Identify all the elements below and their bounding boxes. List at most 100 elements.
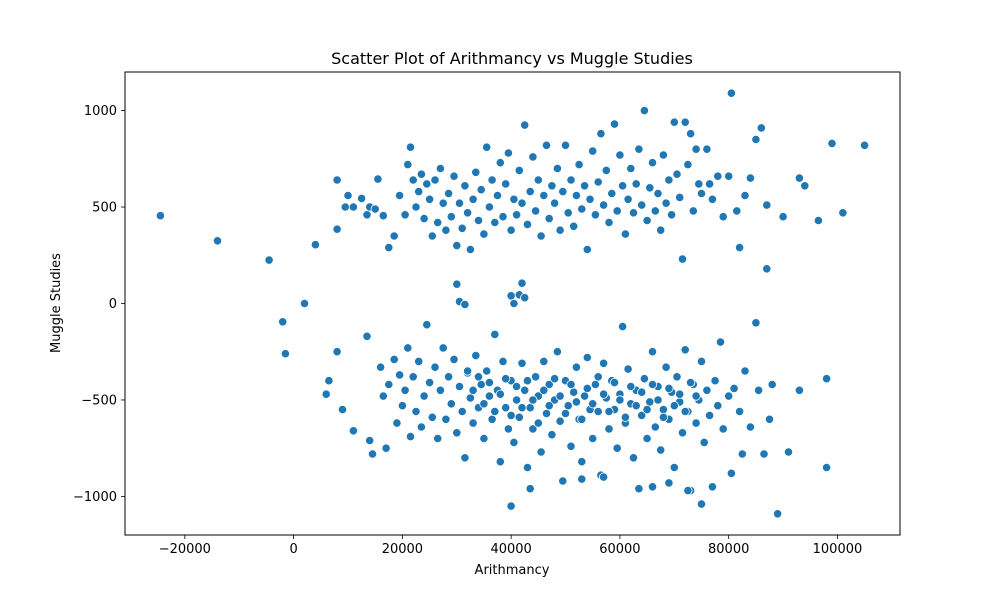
data-point — [754, 386, 762, 394]
data-point — [485, 378, 493, 386]
data-point — [779, 213, 787, 221]
data-point — [333, 348, 341, 356]
data-point — [409, 176, 417, 184]
data-point — [504, 149, 512, 157]
data-point — [469, 195, 477, 203]
data-point — [553, 164, 561, 172]
data-point — [363, 332, 371, 340]
data-point — [526, 404, 534, 412]
y-axis: −1000 −500 0 500 1000 — [73, 104, 125, 505]
data-point — [627, 382, 635, 390]
data-point — [444, 189, 452, 197]
data-point — [439, 344, 447, 352]
data-point — [428, 413, 436, 421]
data-point — [556, 226, 564, 234]
data-point — [665, 384, 673, 392]
data-point — [548, 431, 556, 439]
data-point — [714, 172, 722, 180]
data-point — [583, 353, 591, 361]
data-point — [385, 243, 393, 251]
data-point — [474, 373, 482, 381]
data-point — [425, 378, 433, 386]
data-point — [458, 407, 466, 415]
data-point — [363, 211, 371, 219]
data-point — [368, 450, 376, 458]
data-point — [431, 363, 439, 371]
data-point — [442, 415, 450, 423]
data-point — [725, 392, 733, 400]
data-point — [591, 211, 599, 219]
data-point — [570, 388, 578, 396]
data-point — [548, 182, 556, 190]
data-point — [591, 380, 599, 388]
data-point — [550, 199, 558, 207]
data-point — [349, 203, 357, 211]
data-point — [439, 199, 447, 207]
x-tick-label: 80000 — [708, 542, 749, 557]
data-point — [784, 448, 792, 456]
data-point — [423, 180, 431, 188]
data-point — [496, 458, 504, 466]
data-point — [599, 201, 607, 209]
data-point — [510, 299, 518, 307]
data-point — [518, 279, 526, 287]
data-point — [686, 130, 694, 138]
chart-title: Scatter Plot of Arithmancy vs Muggle Stu… — [331, 49, 693, 68]
data-point — [676, 193, 684, 201]
data-point — [692, 392, 700, 400]
data-point — [542, 409, 550, 417]
data-point — [659, 405, 667, 413]
data-point — [466, 394, 474, 402]
data-point — [692, 145, 700, 153]
data-point — [431, 176, 439, 184]
data-point — [578, 458, 586, 466]
data-point — [681, 346, 689, 354]
data-point — [621, 413, 629, 421]
data-point — [502, 404, 510, 412]
data-point — [648, 380, 656, 388]
data-point — [602, 166, 610, 174]
data-point — [512, 382, 520, 390]
data-point — [499, 357, 507, 365]
data-point — [795, 386, 803, 394]
y-tick-label: −1000 — [73, 490, 117, 505]
data-point — [697, 189, 705, 197]
x-tick-label: 100000 — [813, 542, 863, 557]
data-point — [480, 230, 488, 238]
data-point — [662, 199, 670, 207]
data-point — [493, 191, 501, 199]
data-point — [455, 199, 463, 207]
data-point — [311, 241, 319, 249]
points-layer — [156, 89, 869, 518]
data-point — [461, 454, 469, 462]
data-point — [540, 357, 548, 365]
data-point — [453, 241, 461, 249]
data-point — [760, 450, 768, 458]
data-point — [719, 213, 727, 221]
data-point — [681, 407, 689, 415]
data-point — [409, 373, 417, 381]
data-point — [382, 444, 390, 452]
data-point — [515, 166, 523, 174]
data-point — [733, 207, 741, 215]
data-point — [711, 377, 719, 385]
data-point — [488, 176, 496, 184]
data-point — [507, 226, 515, 234]
data-point — [545, 402, 553, 410]
data-point — [156, 212, 164, 220]
data-point — [586, 195, 594, 203]
data-point — [589, 434, 597, 442]
data-point — [398, 402, 406, 410]
data-point — [768, 380, 776, 388]
y-tick-label: 0 — [109, 297, 117, 312]
data-point — [485, 392, 493, 400]
data-point — [488, 415, 496, 423]
data-point — [512, 211, 520, 219]
data-point — [529, 153, 537, 161]
data-point — [648, 348, 656, 356]
data-point — [735, 407, 743, 415]
data-point — [401, 211, 409, 219]
data-point — [594, 178, 602, 186]
x-tick-label: 0 — [289, 542, 297, 557]
data-point — [589, 147, 597, 155]
